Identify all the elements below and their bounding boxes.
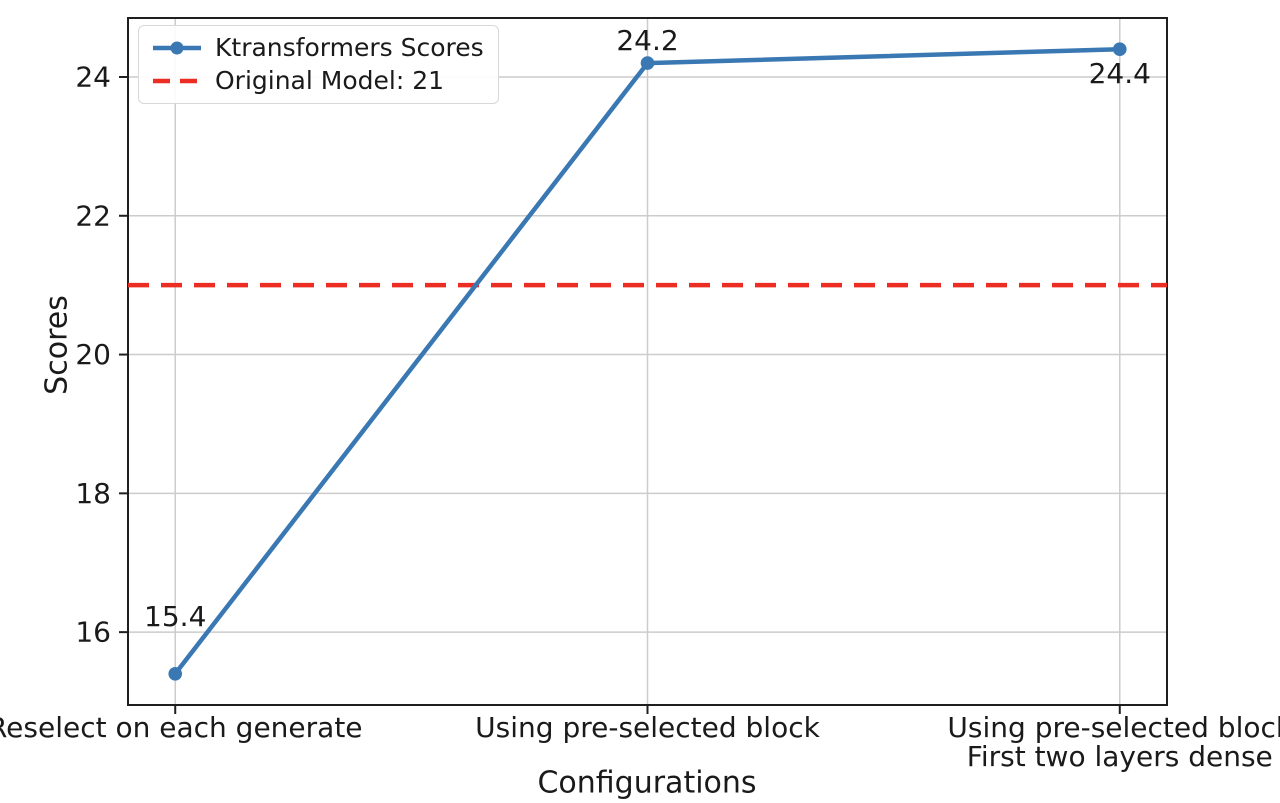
x-tick-label: Reselect on each generate: [0, 711, 363, 744]
legend-label-reference: Original Model: 21: [215, 66, 445, 95]
x-tick-label: Using pre-selected block: [475, 711, 820, 744]
y-axis-title: Scores: [39, 295, 75, 395]
y-tick-label: 22: [75, 199, 111, 232]
point-label: 15.4: [144, 600, 206, 633]
y-tick-label: 24: [75, 60, 111, 93]
data-point: [640, 56, 655, 70]
point-label: 24.4: [1089, 57, 1151, 90]
data-point: [1112, 42, 1127, 57]
x-tick-label: Using pre-selected block First two layers…: [947, 711, 1280, 773]
data-point: [168, 666, 183, 681]
point-label: 24.2: [616, 24, 678, 57]
x-axis-title: Configurations: [537, 765, 757, 801]
legend-item-original-model: Original Model: 21: [151, 67, 484, 95]
dashed-line-swatch-icon: [153, 78, 201, 84]
line-marker-swatch-icon: [153, 41, 201, 55]
y-tick-label: 16: [75, 616, 111, 649]
legend-label-series: Ktransformers Scores: [215, 33, 484, 62]
y-tick-label: 20: [75, 338, 111, 371]
legend-item-ktransformers-scores: Ktransformers Scores: [151, 34, 484, 62]
legend: Ktransformers Scores Original Model: 21: [138, 25, 499, 104]
y-tick-label: 18: [75, 477, 111, 510]
